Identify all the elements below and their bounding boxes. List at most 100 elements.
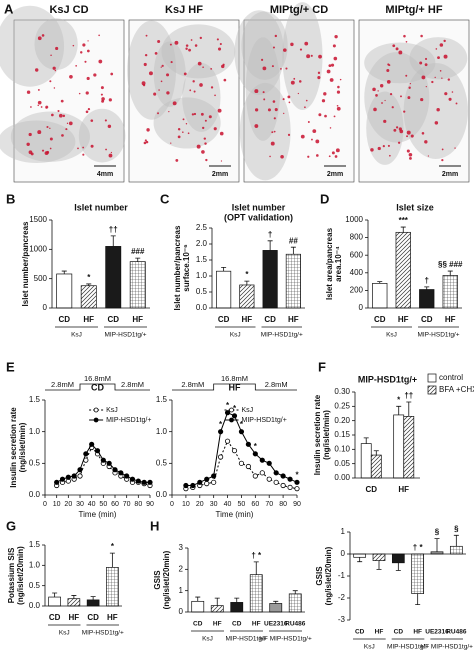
islet-dot — [222, 63, 225, 66]
y-axis-label: Insulin secretion rate — [9, 407, 18, 488]
islet-dot — [98, 59, 103, 64]
x-tick-label: 60 — [251, 501, 259, 508]
y-tick-label: 1 — [341, 527, 346, 536]
pancreas-tissue — [127, 20, 177, 120]
y-tick-label: 400 — [350, 268, 364, 277]
islet-dot — [420, 34, 423, 38]
y-axis-label: Islet number/pancreas — [173, 225, 182, 310]
islet-dot — [199, 83, 203, 87]
x-tick-label: UE2316 — [264, 621, 288, 628]
islet-dot — [420, 97, 424, 102]
x-tick-label: CD — [218, 315, 230, 324]
islet-dot — [403, 34, 406, 38]
x-tick-label: CD — [355, 629, 365, 636]
significance-mark: †† — [404, 391, 413, 400]
islet-dot — [305, 99, 308, 102]
y-axis-label: GSIS — [153, 570, 162, 590]
group-label: MIP-HSD1tg/+ — [261, 332, 303, 339]
islet-dot — [370, 148, 374, 152]
data-point — [252, 451, 258, 457]
islet-dot — [219, 42, 222, 46]
stimulus-label: 2.8mM — [51, 380, 74, 389]
chart-title: Islet number — [74, 202, 128, 212]
significance-mark: † * — [251, 551, 262, 560]
islet-dot — [37, 36, 42, 41]
error-bar — [244, 280, 250, 285]
legend-label: BFA +CHX — [439, 385, 474, 394]
islet-dot — [307, 155, 310, 158]
x-tick-label: HF — [288, 315, 299, 324]
data-point — [266, 460, 272, 466]
islet-dot — [388, 64, 391, 67]
data-point — [259, 457, 265, 463]
bar — [403, 416, 415, 479]
islet-dot — [293, 77, 296, 80]
islet-dot — [143, 62, 147, 67]
bar — [249, 574, 263, 613]
data-point — [273, 470, 279, 476]
bar — [419, 289, 435, 309]
islet-dot — [46, 125, 49, 129]
y-tick-label: 1.5 — [156, 395, 168, 404]
islet-dot — [441, 77, 443, 79]
bar — [210, 605, 224, 613]
islet-dot — [45, 105, 49, 109]
islet-dot — [62, 114, 66, 118]
x-tick-label: HF — [83, 315, 94, 324]
islet-dot — [54, 69, 57, 72]
error-bar — [373, 450, 379, 456]
data-point — [71, 473, 77, 479]
x-tick-label: 70 — [265, 501, 273, 508]
y-axis-label: Insulin secretion rate — [313, 394, 322, 475]
x-tick-label: CD — [107, 315, 119, 324]
x-tick-label: HF — [413, 629, 422, 636]
islet-dot — [37, 100, 42, 105]
pancreas-tissue — [78, 108, 126, 163]
islet-dot — [144, 139, 147, 142]
islet-dot — [441, 159, 444, 162]
y-tick-label: 3 — [179, 543, 184, 552]
islet-dot — [336, 90, 341, 94]
islet-dot — [100, 93, 103, 96]
islet-dot — [51, 113, 54, 117]
islet-dot — [200, 112, 204, 116]
bar — [262, 250, 278, 309]
error-bar — [363, 437, 369, 444]
y-axis-label: (ng/islet/20min) — [16, 546, 25, 605]
data-point — [106, 460, 112, 466]
group-label: KsJ — [202, 636, 213, 643]
islet-dot — [330, 63, 335, 67]
islet-dot — [77, 147, 79, 150]
x-tick-label: 10 — [53, 501, 61, 508]
error-bar — [376, 560, 382, 570]
x-tick-label: 20 — [64, 501, 72, 508]
error-bar — [415, 593, 421, 605]
islet-dot — [437, 56, 440, 60]
islet-dot — [204, 142, 207, 145]
x-tick-label: CD — [49, 613, 61, 622]
islet-dot — [381, 102, 383, 104]
islet-dot — [280, 68, 282, 70]
x-tick-label: HF — [375, 629, 384, 636]
islet-dot — [110, 151, 113, 154]
data-point — [77, 467, 83, 473]
islet-dot — [434, 76, 436, 79]
data-point — [59, 476, 66, 482]
error-bar — [195, 596, 201, 602]
y-tick-label: 1000 — [345, 215, 363, 224]
group-label: HF MIP-HSD1tg/+ — [420, 644, 473, 651]
islet-dot — [202, 126, 205, 130]
significance-mark: * — [87, 273, 91, 282]
y-tick-label: 0.20 — [334, 416, 350, 425]
islet-dot — [144, 53, 148, 57]
islet-dot — [254, 89, 259, 94]
islet-dot — [214, 94, 216, 97]
y-axis-label: Islet area/pancreas — [325, 227, 334, 300]
islet-dot — [30, 106, 32, 108]
islet-dot — [435, 48, 438, 50]
islet-dot — [254, 124, 259, 128]
islet-dot — [447, 78, 450, 81]
islet-dot — [217, 108, 222, 113]
islet-dot — [177, 135, 181, 139]
islet-dot — [410, 134, 414, 138]
